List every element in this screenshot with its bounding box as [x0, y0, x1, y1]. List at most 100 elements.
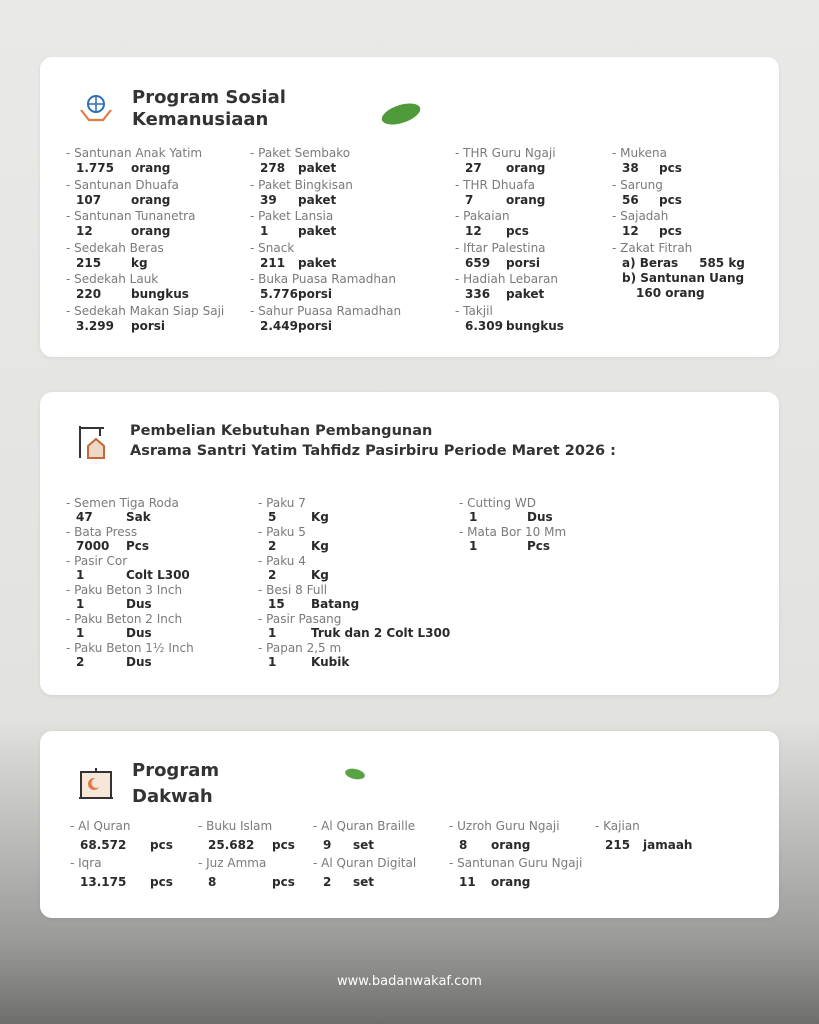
item-unit: orang — [131, 192, 171, 207]
item-unit: pcs — [506, 224, 529, 238]
item-value: 6.309 — [465, 318, 503, 333]
item-label: - Buka Puasa Ramadhan — [250, 272, 396, 286]
item-value: 12 — [465, 224, 482, 238]
item-unit: pcs — [150, 875, 173, 889]
item-label: - Paku Beton 1½ Inch — [66, 641, 194, 655]
item-unit: orang — [131, 224, 171, 238]
item-label: - Sarung — [612, 177, 663, 192]
item-line: b) Santunan Uang — [622, 270, 745, 285]
item-value: 215 — [76, 255, 102, 270]
item-value: 9 — [323, 838, 332, 852]
item-label: - Paku Beton 3 Inch — [66, 583, 183, 597]
item-unit: porsi — [298, 318, 333, 333]
item-value: 2 — [268, 568, 277, 582]
item-label: - THR Guru Ngaji — [455, 146, 556, 160]
item-value: 1 — [76, 597, 85, 611]
item-label: - Pasir Cor — [66, 554, 128, 568]
item-label: - Uzroh Guru Ngaji — [449, 819, 560, 833]
item-value: 220 — [76, 287, 102, 301]
item-unit: bungkus — [131, 287, 189, 301]
item-label: - Al Quran — [70, 819, 131, 833]
item-unit: Dus — [126, 655, 152, 669]
item-unit: orang — [491, 875, 531, 889]
item-value: 56 — [622, 192, 639, 207]
item-value: 3.299 — [76, 318, 114, 333]
item-unit: kg — [131, 255, 148, 270]
item-value: 27 — [465, 161, 482, 175]
item-value: 8 — [208, 875, 217, 889]
item-label: - Paku 5 — [258, 525, 306, 539]
item-value: 2.449 — [260, 318, 298, 333]
section-title: Asrama Santri Yatim Tahfidz Pasirbiru Pe… — [130, 443, 616, 459]
item-unit: orang — [506, 161, 546, 175]
item-unit: Kg — [311, 510, 329, 524]
item-unit: orang — [131, 161, 171, 175]
item-value: 336 — [465, 287, 491, 301]
item-label: - Takjil — [455, 303, 493, 318]
card — [40, 392, 779, 695]
item-unit: paket — [298, 192, 337, 207]
item-value: 1 — [268, 626, 277, 640]
item-label: - Sedekah Lauk — [66, 272, 159, 286]
item-unit: Batang — [311, 597, 360, 611]
item-unit: set — [353, 838, 375, 852]
item-unit: Kg — [311, 568, 329, 582]
section-title: Program — [132, 760, 220, 781]
item-label: - Hadiah Lebaran — [455, 272, 558, 286]
item-label: - Snack — [250, 240, 295, 255]
icon-dakwah — [79, 768, 113, 799]
leaf — [381, 103, 421, 125]
item-label: - Sedekah Beras — [66, 240, 164, 255]
item-value: 25.682 — [208, 838, 255, 852]
leaf — [345, 768, 365, 780]
footer-url: www.badanwakaf.com — [337, 974, 482, 989]
item-unit: pcs — [150, 838, 173, 852]
item-unit: pcs — [659, 192, 682, 207]
item-value: 39 — [260, 192, 277, 207]
item-unit: pcs — [272, 875, 295, 889]
item-unit: paket — [298, 161, 337, 175]
item-value: 211 — [260, 255, 286, 270]
item-value: 68.572 — [80, 838, 127, 852]
item-line: a) Beras 585 kg — [622, 255, 745, 270]
item-label: - Iftar Palestina — [455, 240, 546, 255]
item-value: 1 — [76, 568, 85, 582]
item-label: - Juz Amma — [198, 856, 267, 870]
item-unit: orang — [506, 192, 546, 207]
item-value: 38 — [622, 161, 639, 175]
item-value: 7 — [465, 192, 474, 207]
item-unit: paket — [298, 255, 337, 270]
section-title: Dakwah — [132, 786, 213, 807]
item-value: 5 — [268, 510, 277, 524]
item-value: 1.775 — [76, 161, 114, 175]
item-label: - Mukena — [612, 146, 667, 160]
item-value: 1 — [260, 224, 269, 238]
item-unit: porsi — [298, 287, 333, 301]
item-value: 1 — [469, 539, 478, 553]
item-label: - Zakat Fitrah — [612, 240, 693, 255]
item-unit: paket — [506, 287, 545, 301]
item-label: - Iqra — [70, 856, 102, 870]
item-value: 659 — [465, 255, 491, 270]
item-unit: pcs — [659, 161, 682, 175]
item-label: - THR Dhuafa — [455, 177, 536, 192]
icon-building — [79, 426, 105, 459]
item-value: 7000 — [76, 539, 110, 553]
item-value: 12 — [622, 224, 639, 238]
item-label: - Paket Lansia — [250, 209, 334, 223]
item-value: 15 — [268, 597, 285, 611]
item-unit: Kg — [311, 539, 329, 553]
section-title: Program Sosial — [132, 87, 286, 108]
card — [40, 731, 779, 918]
item-unit: Dus — [126, 626, 152, 640]
item-unit: orang — [491, 838, 531, 852]
item-value: 1 — [469, 510, 478, 524]
item-value: 12 — [76, 224, 93, 238]
item-label: - Pasir Pasang — [258, 612, 342, 626]
item-label: - Al Quran Digital — [313, 856, 417, 870]
item-unit: Dus — [126, 597, 152, 611]
item-label: - Santunan Guru Ngaji — [449, 856, 583, 870]
item-unit: jamaah — [643, 838, 693, 852]
item-label: - Bata Press — [66, 525, 138, 539]
item-unit: porsi — [131, 318, 166, 333]
